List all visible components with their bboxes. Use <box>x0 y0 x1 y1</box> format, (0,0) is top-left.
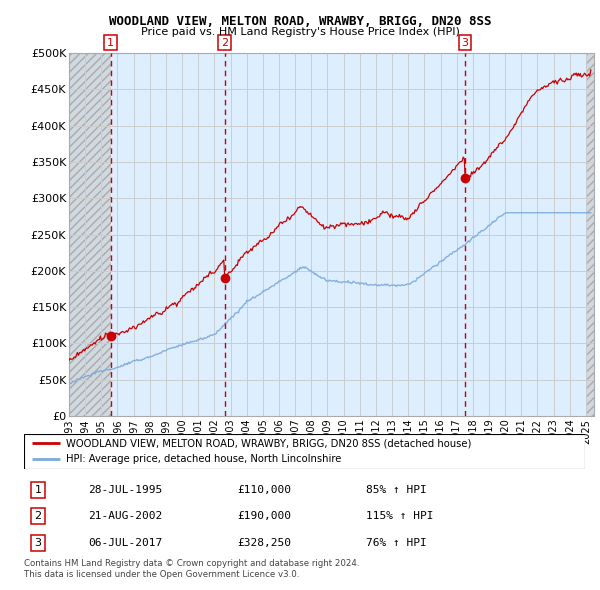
Text: 76% ↑ HPI: 76% ↑ HPI <box>366 538 427 548</box>
Text: 28-JUL-1995: 28-JUL-1995 <box>89 485 163 494</box>
Bar <box>69 53 110 416</box>
Text: WOODLAND VIEW, MELTON ROAD, WRAWBY, BRIGG, DN20 8SS (detached house): WOODLAND VIEW, MELTON ROAD, WRAWBY, BRIG… <box>66 438 472 448</box>
Text: HPI: Average price, detached house, North Lincolnshire: HPI: Average price, detached house, Nort… <box>66 454 341 464</box>
Text: Contains HM Land Registry data © Crown copyright and database right 2024.: Contains HM Land Registry data © Crown c… <box>24 559 359 568</box>
Text: 3: 3 <box>35 538 41 548</box>
Text: Price paid vs. HM Land Registry's House Price Index (HPI): Price paid vs. HM Land Registry's House … <box>140 27 460 37</box>
Text: 85% ↑ HPI: 85% ↑ HPI <box>366 485 427 494</box>
Text: 115% ↑ HPI: 115% ↑ HPI <box>366 511 434 521</box>
Text: 2: 2 <box>34 511 41 521</box>
Text: £110,000: £110,000 <box>237 485 291 494</box>
Text: 3: 3 <box>461 38 469 48</box>
Text: 21-AUG-2002: 21-AUG-2002 <box>89 511 163 521</box>
Bar <box>586 53 596 416</box>
Text: WOODLAND VIEW, MELTON ROAD, WRAWBY, BRIGG, DN20 8SS: WOODLAND VIEW, MELTON ROAD, WRAWBY, BRIG… <box>109 15 491 28</box>
Text: £328,250: £328,250 <box>237 538 291 548</box>
Text: £190,000: £190,000 <box>237 511 291 521</box>
Text: 2: 2 <box>221 38 228 48</box>
Text: 1: 1 <box>35 485 41 494</box>
FancyBboxPatch shape <box>24 434 585 469</box>
Text: 06-JUL-2017: 06-JUL-2017 <box>89 538 163 548</box>
Text: 1: 1 <box>107 38 114 48</box>
Text: This data is licensed under the Open Government Licence v3.0.: This data is licensed under the Open Gov… <box>24 570 299 579</box>
